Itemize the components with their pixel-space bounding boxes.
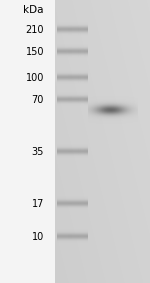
Text: 35: 35	[32, 147, 44, 157]
Text: 10: 10	[32, 232, 44, 242]
Text: 210: 210	[26, 25, 44, 35]
Text: 150: 150	[26, 47, 44, 57]
Text: 17: 17	[32, 199, 44, 209]
Text: kDa: kDa	[24, 5, 44, 15]
Text: 100: 100	[26, 73, 44, 83]
Text: 70: 70	[32, 95, 44, 105]
